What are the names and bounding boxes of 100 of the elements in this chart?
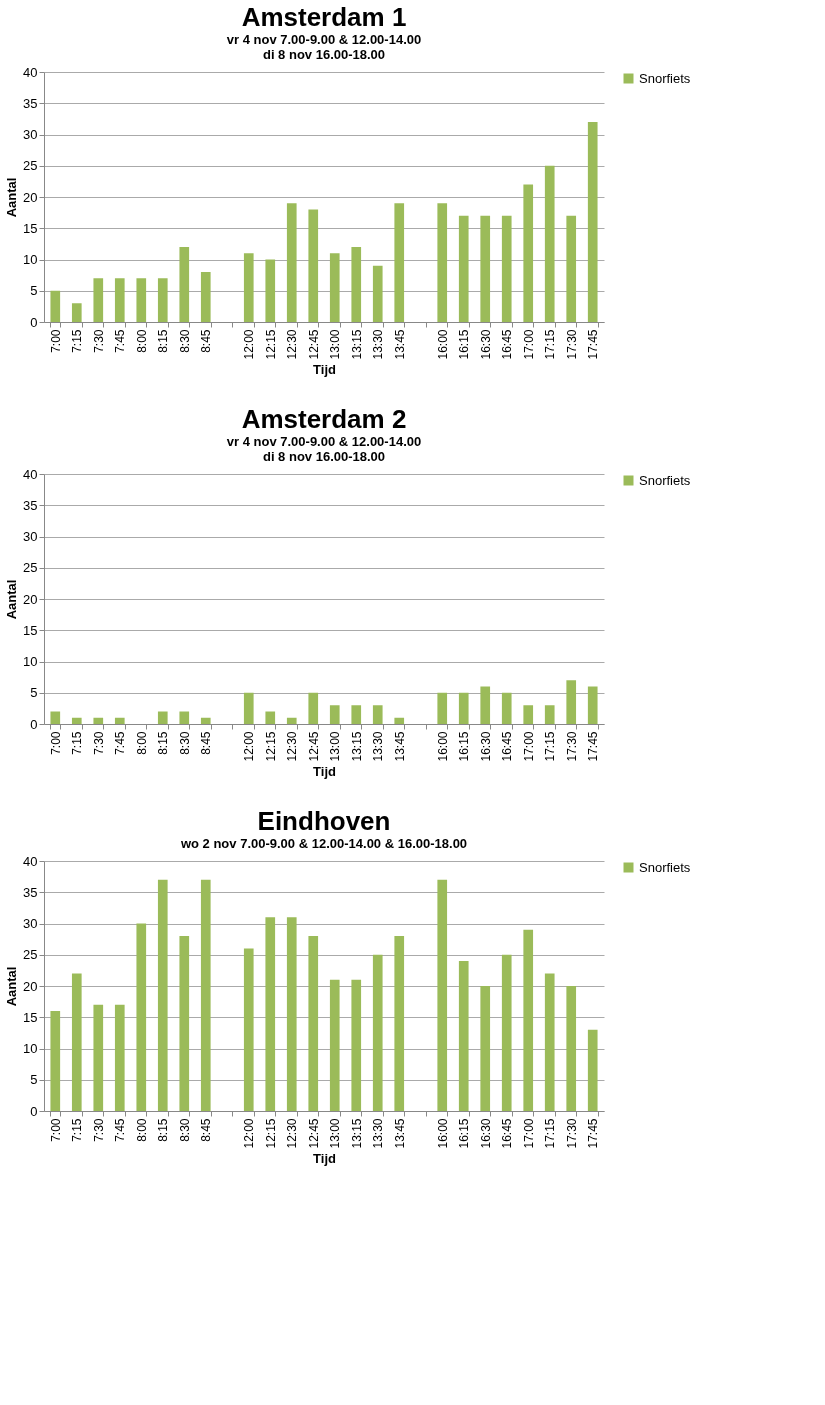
x-tick-label: 16:45 <box>500 731 515 762</box>
x-tick-label: 13:30 <box>371 731 386 762</box>
bar <box>265 711 276 724</box>
bar <box>329 705 340 724</box>
bar <box>71 973 82 1111</box>
y-tick-label: 25 <box>23 158 38 174</box>
y-tick-label: 0 <box>30 716 38 732</box>
x-tick-label: 8:45 <box>199 329 214 353</box>
x-axis-title: Tijd <box>313 763 336 779</box>
x-axis-title: Tijd <box>313 361 336 377</box>
x-tick-label: 13:45 <box>392 731 407 762</box>
bar <box>136 923 147 1111</box>
x-tick-label: 7:00 <box>48 731 63 755</box>
x-tick-label: 8:15 <box>156 731 171 755</box>
bar <box>372 705 383 724</box>
x-tick-label: 12:30 <box>285 731 300 762</box>
x-tick-label: 8:30 <box>177 731 192 755</box>
x-tick-label: 13:45 <box>392 329 407 360</box>
x-tick-label: 16:30 <box>478 1118 493 1149</box>
x-tick-label: 7:15 <box>70 1118 85 1142</box>
bar <box>480 215 491 322</box>
x-tick-label: 12:30 <box>285 329 300 360</box>
legend-label: Snorfiets <box>639 70 691 86</box>
x-tick-label: 13:30 <box>371 1118 386 1149</box>
y-tick-label: 15 <box>23 220 38 236</box>
chart-subtitle: vr 4 nov 7.00-9.00 & 12.00-14.00 di 8 nov 16.00-18.00 <box>226 434 422 464</box>
x-tick-label: 7:30 <box>91 329 106 353</box>
x-tick-label: 12:30 <box>285 1118 300 1149</box>
x-tick-label: 7:45 <box>113 329 128 353</box>
x-tick-label: 13:30 <box>371 329 386 360</box>
bar <box>157 278 168 322</box>
bar <box>93 278 104 322</box>
bar <box>480 986 491 1111</box>
bar <box>308 209 319 322</box>
bar <box>329 979 340 1111</box>
bar <box>437 692 448 724</box>
bar <box>200 272 211 322</box>
bar <box>394 936 405 1111</box>
x-tick-label: 16:15 <box>457 329 472 360</box>
bar <box>394 717 405 724</box>
x-tick-label: 17:45 <box>586 731 601 762</box>
bar <box>458 215 469 322</box>
x-tick-label: 8:30 <box>177 329 192 353</box>
bar <box>351 247 362 322</box>
x-tick-label: 17:45 <box>586 329 601 360</box>
bar <box>114 1004 125 1111</box>
y-tick-label: 20 <box>23 189 38 205</box>
x-tick-label: 8:15 <box>156 329 171 353</box>
x-tick-label: 17:30 <box>564 329 579 360</box>
bar <box>523 184 534 322</box>
x-tick-label: 12:00 <box>242 1118 257 1149</box>
x-tick-label: 13:00 <box>328 1118 343 1149</box>
bar <box>50 711 61 724</box>
bar <box>93 717 104 724</box>
legend-label: Snorfiets <box>639 859 691 875</box>
x-tick-label: 8:30 <box>177 1118 192 1142</box>
bar <box>71 717 82 724</box>
y-tick-label: 20 <box>23 978 38 994</box>
y-tick-label: 35 <box>23 497 38 513</box>
bar <box>93 1004 104 1111</box>
bar <box>329 253 340 322</box>
x-tick-label: 17:30 <box>564 731 579 762</box>
y-tick-label: 40 <box>23 466 38 482</box>
bar <box>544 973 555 1111</box>
bar <box>566 680 577 724</box>
bar <box>458 692 469 724</box>
y-tick-label: 15 <box>23 622 38 638</box>
x-tick-label: 16:30 <box>478 731 493 762</box>
x-tick-label: 17:15 <box>543 731 558 762</box>
x-tick-label: 12:15 <box>263 731 278 762</box>
bar <box>179 711 190 724</box>
y-tick-label: 20 <box>23 591 38 607</box>
x-tick-label: 13:15 <box>349 1118 364 1149</box>
bar <box>136 278 147 322</box>
x-tick-label: 13:45 <box>392 1118 407 1149</box>
y-tick-label: 30 <box>23 127 38 142</box>
x-tick-label: 13:00 <box>328 731 343 762</box>
bar <box>587 122 598 322</box>
bar <box>179 936 190 1111</box>
x-tick-label: 13:15 <box>349 731 364 762</box>
y-tick-label: 25 <box>23 560 38 576</box>
x-tick-label: 12:45 <box>306 329 321 360</box>
bar <box>243 253 254 322</box>
x-tick-label: 7:15 <box>70 329 85 353</box>
y-tick-label: 10 <box>23 654 38 669</box>
y-tick-label: 30 <box>23 916 38 931</box>
x-tick-label: 16:00 <box>435 1118 450 1149</box>
x-tick-label: 7:30 <box>91 1118 106 1142</box>
y-tick-label: 5 <box>30 1072 38 1088</box>
chart-title: Amsterdam 2 <box>241 404 407 434</box>
x-tick-label: 12:45 <box>306 731 321 762</box>
y-tick-label: 40 <box>23 64 38 80</box>
y-axis-title: Aantal <box>4 177 20 218</box>
x-tick-label: 13:00 <box>328 329 343 360</box>
x-tick-label: 8:45 <box>199 731 214 755</box>
bar <box>501 954 512 1111</box>
y-axis-title: Aantal <box>4 579 20 620</box>
bar <box>372 265 383 322</box>
x-tick-label: 12:00 <box>242 329 257 360</box>
x-tick-label: 7:00 <box>48 329 63 353</box>
